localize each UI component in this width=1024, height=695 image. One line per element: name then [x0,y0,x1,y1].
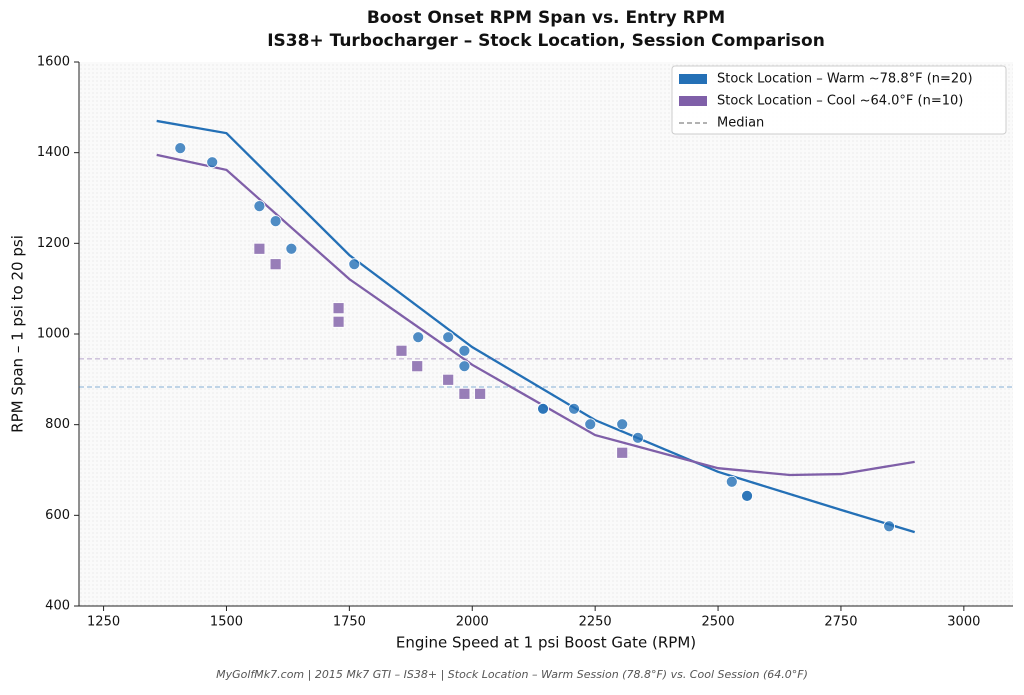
point [616,418,629,431]
plot-area [79,62,1013,606]
point [174,142,187,155]
y-tick-label: 600 [45,508,70,523]
y-tick-label: 1000 [37,327,70,342]
point [458,344,471,357]
point [741,489,753,502]
fit-curve [156,119,916,534]
point [568,402,580,415]
legend-box [671,65,1007,135]
point [442,373,455,386]
point [632,431,644,444]
legend-swatch [679,96,707,106]
point [332,315,345,328]
legend-label: Stock Location – Warm ~78.8°F (n=20) [717,72,973,87]
point [332,302,345,315]
x-tick-label: 2750 [824,615,857,630]
y-tick-label: 1200 [37,236,70,251]
x-tick-label: 1500 [210,615,243,630]
chart-subtitle: IS38+ Turbocharger – Stock Location, Ses… [267,31,825,51]
point [458,360,471,373]
legend-swatch [679,74,707,84]
point [474,387,487,400]
point [616,446,629,459]
footer: MyGolfMk7.com | 2015 Mk7 GTI – IS38+ | S… [216,668,808,681]
point [348,258,361,271]
x-tick-label: 2500 [702,615,735,630]
legend-label: Stock Location – Cool ~64.0°F (n=10) [717,94,963,109]
x-tick-label: 1750 [333,615,366,630]
chart-title: Boost Onset RPM Span vs. Entry RPM [367,8,725,28]
x-tick-label: 3000 [947,615,980,630]
point [725,475,738,488]
x-tick-label: 1250 [87,615,120,630]
point [411,360,424,373]
point [442,331,455,344]
y-tick-label: 800 [45,417,70,432]
point [253,200,266,213]
fit-curve [156,153,915,477]
point [537,402,549,415]
y-tick-label: 1400 [37,145,70,160]
x-tick-label: 2250 [579,615,612,630]
y-tick-label: 1600 [37,55,70,70]
point [285,242,298,255]
point [253,242,266,255]
point [269,258,282,271]
point [458,387,471,400]
y-axis-label: RPM Span – 1 psi to 20 psi [9,235,27,433]
y-tick-label: 400 [45,599,70,614]
x-axis-label: Engine Speed at 1 psi Boost Gate (RPM) [396,634,696,652]
point [412,331,425,344]
point [584,418,597,431]
x-tick-label: 2000 [456,615,489,630]
legend-label: Median [717,116,764,131]
point [395,344,408,357]
point [206,156,219,169]
point [883,520,896,533]
point [269,215,282,228]
